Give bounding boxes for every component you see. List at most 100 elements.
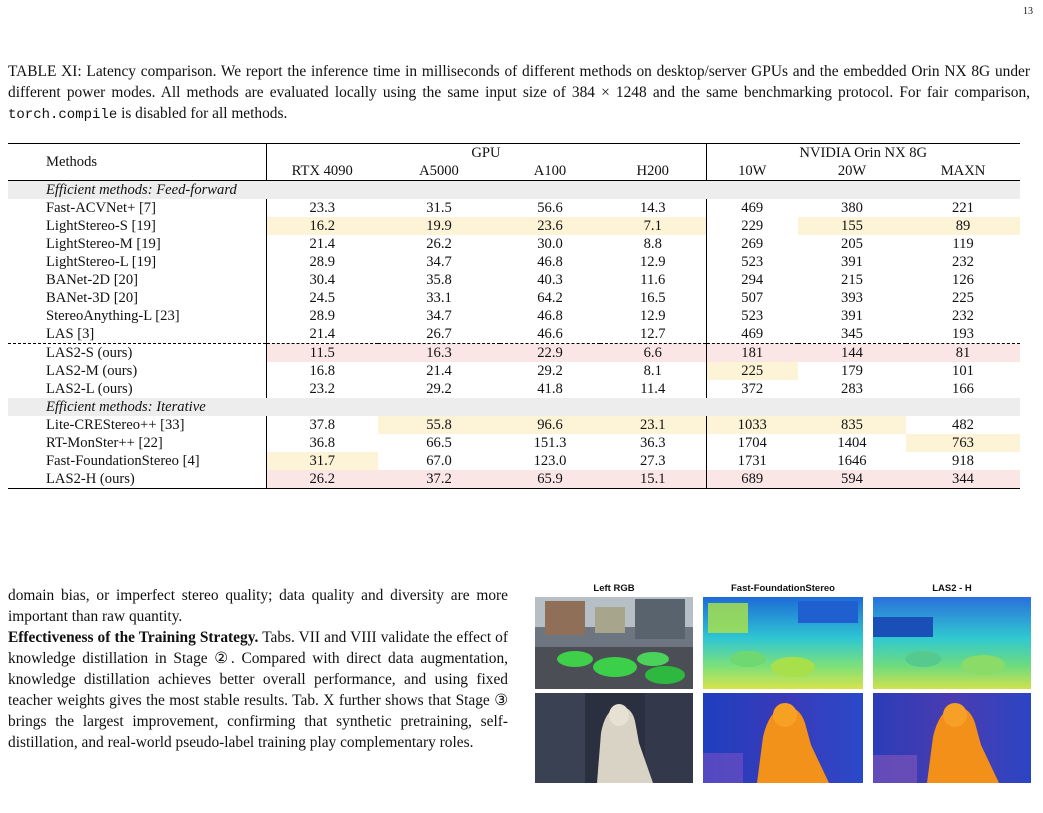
method-name: StereoAnything-L [23] — [46, 308, 180, 324]
caption-text-end: is disabled for all methods. — [117, 105, 288, 122]
table-row: RT-MonSter++ [22] 36.8 66.5 151.3 36.3 1704 14… — [8, 434, 1020, 452]
latency-value: 205 — [841, 236, 863, 252]
latency-value: 28.9 — [265, 307, 378, 325]
latency-value: 34.7 — [426, 308, 452, 324]
table-row: LightStereo-M [19] 21.4 26.2 30.0 8.8 269 205 1… — [8, 235, 1020, 253]
method-name: LightStereo-S [19] — [46, 218, 156, 234]
latency-value: 46.8 — [537, 254, 563, 270]
latency-value: 523 — [705, 307, 798, 325]
latency-value: 594 — [798, 470, 906, 489]
figure-title-left-rgb: Left RGB — [593, 583, 635, 594]
latency-value: 96.6 — [500, 416, 600, 434]
latency-value: 8.1 — [643, 363, 662, 379]
latency-value: 689 — [705, 470, 798, 489]
latency-value: 469 — [705, 325, 798, 344]
latency-value: 918 — [952, 453, 974, 469]
latency-value: 16.2 — [265, 217, 378, 235]
latency-value: 393 — [841, 290, 863, 306]
latency-value: 24.5 — [265, 289, 378, 307]
disparity-fast-foundationstereo-1 — [703, 597, 863, 689]
table-row: Fast-FoundationStereo [4] 31.7 67.0 123.0 27… — [8, 452, 1020, 470]
method-name: LAS2-S (ours) — [8, 343, 266, 362]
latency-value: 14.3 — [639, 200, 666, 216]
latency-value: 30.0 — [537, 236, 563, 252]
table-row: LAS2-M (ours) 16.8 21.4 29.2 8.1 225 179 101 — [8, 362, 1020, 380]
latency-value: 26.2 — [426, 236, 452, 252]
latency-value: 155 — [798, 217, 906, 235]
latency-value: 55.8 — [378, 416, 500, 434]
latency-value: 21.4 — [265, 325, 378, 344]
latency-value: 11.5 — [265, 343, 378, 362]
latency-value: 28.9 — [265, 253, 378, 271]
latency-value: 23.2 — [265, 380, 378, 398]
body-text: domain bias, or imperfect stereo quality… — [8, 585, 508, 753]
table-row: BANet-2D [20] 30.4 35.8 40.3 11.6 294 215 126 — [8, 271, 1020, 289]
latency-value: 1033 — [705, 416, 798, 434]
page-number: 13 — [1023, 6, 1033, 17]
latency-value: 372 — [705, 380, 798, 398]
latency-value: 16.8 — [265, 362, 378, 380]
method-name: LAS [3] — [46, 326, 95, 342]
latency-value: 29.2 — [537, 363, 563, 379]
group-label: Efficient methods: Feed-forward — [8, 180, 1020, 199]
latency-value: 215 — [841, 272, 863, 288]
table-row: Lite-CREStereo++ [33] 37.8 55.8 96.6 23.1 103… — [8, 416, 1020, 434]
latency-value: 30.4 — [265, 271, 378, 289]
latency-value: 65.9 — [500, 470, 600, 489]
latency-value: 283 — [841, 381, 863, 397]
rgb-image-1 — [535, 597, 693, 689]
column-header: 10W — [705, 162, 798, 181]
latency-value: 1704 — [705, 434, 798, 452]
method-name: Fast-FoundationStereo [4] — [46, 453, 200, 469]
latency-value: 23.6 — [500, 217, 600, 235]
latency-value: 23.3 — [265, 199, 378, 217]
disparity-las2-h-1 — [873, 597, 1031, 689]
group-row: Efficient methods: Iterative — [8, 398, 1020, 416]
table-row: LightStereo-L [19] 28.9 34.7 46.8 12.9 523 391… — [8, 253, 1020, 271]
latency-value: 23.1 — [600, 416, 706, 434]
latency-value: 193 — [952, 326, 974, 342]
latency-value: 6.6 — [600, 343, 706, 362]
latency-value: 101 — [952, 363, 974, 379]
table-row: StereoAnything-L [23] 28.9 34.7 46.8 12.9 523… — [8, 307, 1020, 325]
latency-value: 46.6 — [537, 326, 563, 342]
latency-value: 56.6 — [537, 200, 563, 216]
latency-value: 21.4 — [265, 235, 378, 253]
method-name: Fast-ACVNet+ [7] — [46, 200, 156, 216]
column-header: RTX 4090 — [265, 162, 378, 181]
latency-value: 67.0 — [426, 453, 452, 469]
latency-value: 523 — [705, 253, 798, 271]
latency-value: 151.3 — [533, 435, 567, 451]
latency-value: 81 — [906, 343, 1020, 362]
latency-value: 26.2 — [265, 470, 378, 489]
latency-value: 16.5 — [639, 290, 666, 306]
column-header: A100 — [500, 162, 600, 181]
latency-value: 391 — [841, 308, 863, 324]
method-name: BANet-3D [20] — [46, 290, 139, 306]
latency-value: 11.6 — [640, 272, 666, 288]
latency-value: 269 — [705, 235, 798, 253]
method-name: BANet-2D [20] — [46, 272, 139, 288]
method-name: LightStereo-L [19] — [46, 254, 157, 270]
latency-value: 19.9 — [378, 217, 500, 235]
latency-value: 391 — [841, 254, 863, 270]
method-name: LightStereo-M [19] — [46, 236, 161, 252]
latency-value: 36.8 — [265, 434, 378, 452]
latency-value: 763 — [906, 434, 1020, 452]
latency-value: 21.4 — [426, 363, 452, 379]
paragraph-2: Tabs. VII and VIII validate the effect o… — [8, 629, 508, 751]
column-header: H200 — [600, 162, 706, 181]
latency-value: 31.7 — [265, 452, 378, 470]
latency-value: 126 — [952, 272, 974, 288]
latency-value: 11.4 — [640, 381, 666, 397]
figure-title-las2-h: LAS2 - H — [932, 583, 972, 594]
latency-value: 232 — [952, 308, 974, 324]
latency-value: 7.1 — [600, 217, 706, 235]
latency-value: 482 — [952, 417, 974, 433]
latency-value: 166 — [952, 381, 974, 397]
latency-value: 119 — [952, 236, 974, 252]
qualitative-figure: Left RGB Fast-FoundationStereo LAS2 - H — [535, 583, 1031, 813]
header-row-columns: RTX 4090 A5000 A100 H200 10W 20W MAXN — [8, 162, 1020, 181]
caption-text: TABLE XI: Latency comparison. We report … — [8, 63, 1030, 101]
latency-value: 232 — [952, 254, 974, 270]
